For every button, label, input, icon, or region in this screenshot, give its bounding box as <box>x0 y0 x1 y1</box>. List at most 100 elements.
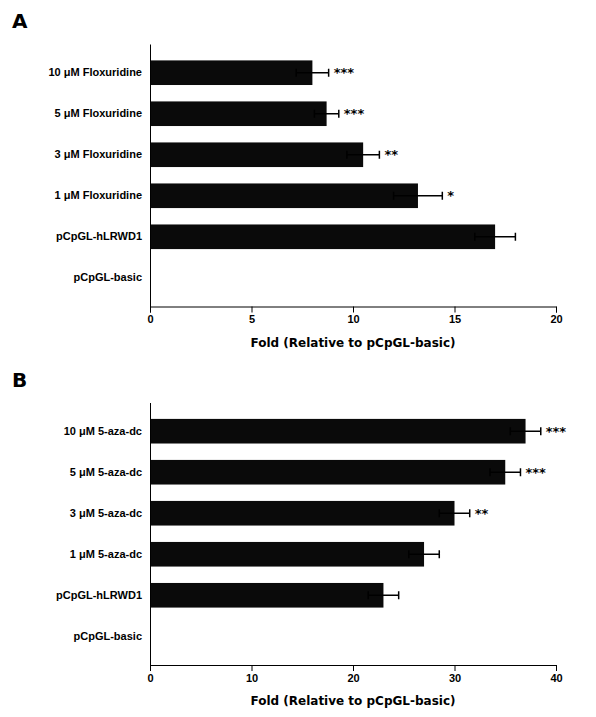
tick-mark <box>455 307 456 313</box>
y-axis: pCpGL-basic pCpGL-hLRWD1 1 μM Floxuridine 3… <box>48 45 150 308</box>
tick: 0 <box>147 665 153 684</box>
tick-label: 10 <box>347 313 359 325</box>
tick: 40 <box>550 665 562 684</box>
bar <box>150 583 383 608</box>
significance-marker: * <box>447 188 454 203</box>
tick-label: 20 <box>347 672 359 684</box>
error-bar <box>347 151 379 159</box>
tick-mark <box>252 307 253 313</box>
annotations: ********* <box>334 65 455 203</box>
category-label: 10 μM Floxuridine <box>48 66 142 78</box>
tick-label: 5 <box>249 313 255 325</box>
bar <box>150 224 495 249</box>
tick-mark <box>353 307 354 313</box>
tick: 10 <box>347 307 359 326</box>
error-bar <box>475 233 516 241</box>
tick: 20 <box>550 307 562 326</box>
error-bar <box>490 468 520 476</box>
panel: B********010203040pCpGL-basicpCpGL-hLRWD… <box>12 368 566 709</box>
tick-label: 10 <box>246 672 258 684</box>
error-bar <box>314 110 338 118</box>
tick: 15 <box>449 307 461 326</box>
marks <box>150 419 541 640</box>
panel: A*********05101520pCpGL-basicpCpGL-hLRWD… <box>12 9 563 350</box>
tick: 5 μM Floxuridine <box>55 107 142 119</box>
axis-line <box>151 666 557 672</box>
error-bar <box>510 427 540 435</box>
axis-line <box>150 45 151 308</box>
plot-area: ********010203040pCpGL-basicpCpGL-hLRWD1… <box>56 403 566 708</box>
bar <box>150 542 424 567</box>
significance-marker: *** <box>525 465 546 480</box>
bar <box>150 142 363 167</box>
x-axis-title: Fold (Relative to pCpGL-basic) <box>250 694 455 708</box>
tick: pCpGL-basic <box>74 630 142 642</box>
y-axis: pCpGL-basic pCpGL-hLRWD1 1 μM 5-aza-dc 3 μM… <box>56 403 150 666</box>
error-bar <box>439 509 469 517</box>
tick: 10 <box>246 665 258 684</box>
tick-label: 20 <box>550 313 562 325</box>
tick-mark <box>252 665 253 671</box>
tick: 3 μM Floxuridine <box>55 148 142 160</box>
axis-line <box>150 403 151 666</box>
tick: 3 μM 5-aza-dc <box>70 507 142 519</box>
x-axis: 0 5 10 15 20 <box>147 307 562 326</box>
panel-label: B <box>12 368 27 392</box>
significance-marker: *** <box>344 106 365 121</box>
category-label: 5 μM Floxuridine <box>55 107 142 119</box>
category-label: pCpGL-basic <box>74 630 142 642</box>
tick-mark <box>150 665 151 671</box>
error-bar <box>409 550 439 558</box>
category-label: 10 μM 5-aza-dc <box>64 425 142 437</box>
bar <box>150 183 418 208</box>
tick: 20 <box>347 665 359 684</box>
bar <box>150 501 455 526</box>
tick: pCpGL-basic <box>74 271 142 283</box>
panel-label: A <box>12 9 28 33</box>
tick-label: 0 <box>147 313 153 325</box>
tick: 5 μM 5-aza-dc <box>70 466 142 478</box>
tick: 10 μM 5-aza-dc <box>64 425 142 437</box>
category-label: 5 μM 5-aza-dc <box>70 466 142 478</box>
tick: 1 μM 5-aza-dc <box>70 548 142 560</box>
tick: 0 <box>147 307 153 326</box>
bar <box>150 60 312 85</box>
tick: pCpGL-hLRWD1 <box>56 589 142 601</box>
tick-mark <box>150 307 151 313</box>
category-label: pCpGL-hLRWD1 <box>56 589 142 601</box>
marks <box>150 60 515 281</box>
category-label: 3 μM 5-aza-dc <box>70 507 142 519</box>
significance-marker: *** <box>546 424 567 439</box>
tick-mark <box>353 665 354 671</box>
axis-line <box>151 307 557 313</box>
tick: 10 μM Floxuridine <box>48 66 142 78</box>
bar <box>150 460 505 485</box>
significance-marker: *** <box>334 65 355 80</box>
tick-label: 30 <box>449 672 461 684</box>
tick: 30 <box>449 665 461 684</box>
tick: pCpGL-hLRWD1 <box>56 230 142 242</box>
category-label: 1 μM Floxuridine <box>55 189 142 201</box>
tick-mark <box>455 665 456 671</box>
error-bar <box>296 69 328 77</box>
tick: 5 <box>249 307 255 326</box>
category-label: 3 μM Floxuridine <box>55 148 142 160</box>
tick: 1 μM Floxuridine <box>55 189 142 201</box>
tick-mark <box>556 307 557 313</box>
category-label: pCpGL-basic <box>74 271 142 283</box>
plot-area: *********05101520pCpGL-basicpCpGL-hLRWD1… <box>48 45 562 350</box>
significance-marker: ** <box>475 506 489 521</box>
category-label: 1 μM 5-aza-dc <box>70 548 142 560</box>
annotations: ******** <box>475 424 567 521</box>
tick-label: 40 <box>550 672 562 684</box>
significance-marker: ** <box>384 147 398 162</box>
error-bar <box>394 192 443 200</box>
bar <box>150 101 327 126</box>
tick-mark <box>556 665 557 671</box>
tick-label: 0 <box>147 672 153 684</box>
x-axis-title: Fold (Relative to pCpGL-basic) <box>250 336 455 350</box>
error-bar <box>368 591 398 599</box>
chart: A*********05101520pCpGL-basicpCpGL-hLRWD… <box>0 0 596 717</box>
bar <box>150 419 526 444</box>
x-axis: 0 10 20 30 40 <box>147 665 562 684</box>
